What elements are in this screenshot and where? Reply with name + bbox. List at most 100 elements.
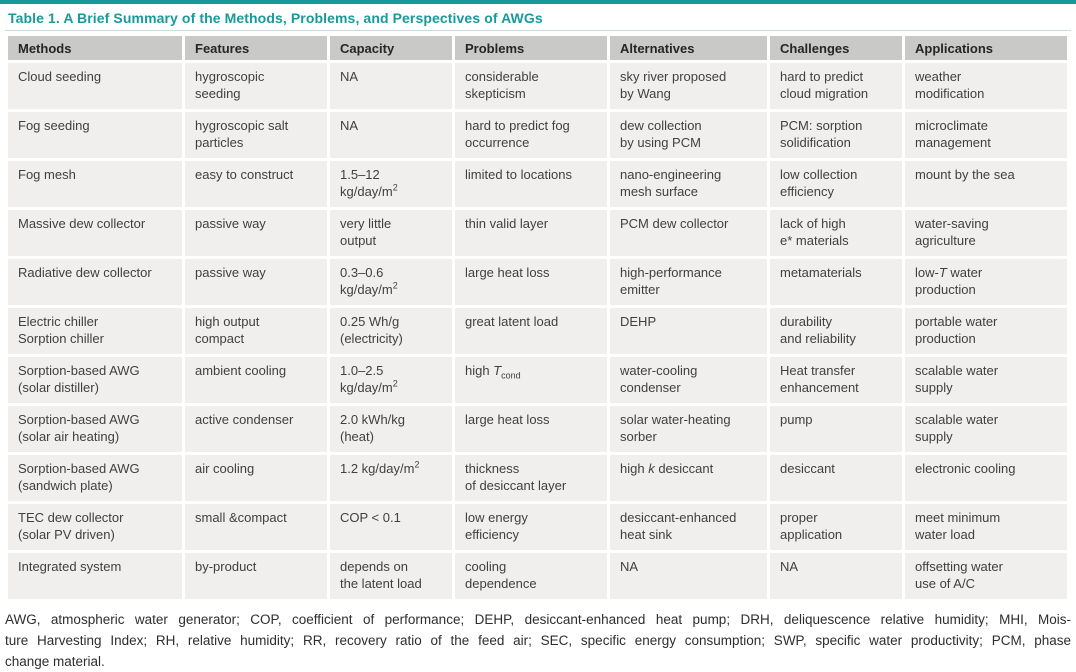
- table-cell: limited to locations: [455, 161, 607, 207]
- table-cell: 2.0 kWh/kg (heat): [330, 406, 452, 452]
- table-cell: active condenser: [185, 406, 327, 452]
- table-cell: low energy efficiency: [455, 504, 607, 550]
- footnote-line: change material.: [5, 654, 105, 669]
- column-header: Challenges: [770, 36, 902, 60]
- table-cell: Sorption-based AWG (sandwich plate): [8, 455, 182, 501]
- table-cell: scalable water supply: [905, 406, 1067, 452]
- table-row: Fog seeding hygroscopic salt particles NA ha…: [8, 112, 1067, 158]
- table-cell: high-performance emitter: [610, 259, 767, 305]
- table-cell: ambient cooling: [185, 357, 327, 403]
- table-cell: NA: [610, 553, 767, 599]
- table-cell: cooling dependence: [455, 553, 607, 599]
- footnote-line: AWG, atmospheric water generator; COP, c…: [5, 612, 1071, 627]
- table-cell: nano-engineering mesh surface: [610, 161, 767, 207]
- table-row: Sorption-based AWG (sandwich plate) air co…: [8, 455, 1067, 501]
- table-cell: Fog mesh: [8, 161, 182, 207]
- table-cell: Radiative dew collector: [8, 259, 182, 305]
- table-cell: low-T water production: [905, 259, 1067, 305]
- table-cell: Electric chiller Sorption chiller: [8, 308, 182, 354]
- table-cell: high output compact: [185, 308, 327, 354]
- table-cell: DEHP: [610, 308, 767, 354]
- table-cell: COP < 0.1: [330, 504, 452, 550]
- table-cell: passive way: [185, 210, 327, 256]
- table-cell: NA: [770, 553, 902, 599]
- table-cell: weather modification: [905, 63, 1067, 109]
- table-cell: hygroscopic seeding: [185, 63, 327, 109]
- table-cell: passive way: [185, 259, 327, 305]
- table-cell: durability and reliability: [770, 308, 902, 354]
- table-cell: Sorption-based AWG (solar distiller): [8, 357, 182, 403]
- table-footnote: AWG, atmospheric water generator; COP, c…: [5, 609, 1071, 672]
- table-cell: very little output: [330, 210, 452, 256]
- table-row: Sorption-based AWG (solar distiller) ambie…: [8, 357, 1067, 403]
- table-cell: small &compact: [185, 504, 327, 550]
- column-header: Applications: [905, 36, 1067, 60]
- table-cell: metamaterials: [770, 259, 902, 305]
- awg-summary-table: Methods Features Capacity Problems Alternati…: [5, 33, 1070, 602]
- table-cell: air cooling: [185, 455, 327, 501]
- table-row: Sorption-based AWG (solar air heating) act…: [8, 406, 1067, 452]
- footnote-line: ture Harvesting Index; RH, relative humi…: [5, 633, 1071, 648]
- table-cell: desiccant: [770, 455, 902, 501]
- table-cell: scalable water supply: [905, 357, 1067, 403]
- table-cell: PCM dew collector: [610, 210, 767, 256]
- table-cell: portable water production: [905, 308, 1067, 354]
- table-cell: dew collection by using PCM: [610, 112, 767, 158]
- column-header: Methods: [8, 36, 182, 60]
- table-cell: desiccant-enhanced heat sink: [610, 504, 767, 550]
- table-cell: lack of high e* materials: [770, 210, 902, 256]
- table-cell: hard to predict cloud migration: [770, 63, 902, 109]
- table-cell: large heat loss: [455, 259, 607, 305]
- top-accent-rule: [0, 0, 1076, 4]
- table-cell: high k desiccant: [610, 455, 767, 501]
- title-divider: [5, 30, 1071, 31]
- table-row: Cloud seeding hygroscopic seeding NA conside…: [8, 63, 1067, 109]
- table-cell: high Tcond: [455, 357, 607, 403]
- table-row: Integrated system by-product depends on the…: [8, 553, 1067, 599]
- table-row: Massive dew collector passive way very lit…: [8, 210, 1067, 256]
- table-cell: thickness of desiccant layer: [455, 455, 607, 501]
- table-row: Electric chiller Sorption chiller high out…: [8, 308, 1067, 354]
- table-row: TEC dew collector (solar PV driven) small …: [8, 504, 1067, 550]
- column-header: Alternatives: [610, 36, 767, 60]
- table-cell: mount by the sea: [905, 161, 1067, 207]
- table-cell: pump: [770, 406, 902, 452]
- table-cell: 1.5–12 kg/day/m2: [330, 161, 452, 207]
- table-cell: easy to construct: [185, 161, 327, 207]
- table-cell: solar water-heating sorber: [610, 406, 767, 452]
- table-cell: meet minimum water load: [905, 504, 1067, 550]
- table-cell: Fog seeding: [8, 112, 182, 158]
- table-cell: Integrated system: [8, 553, 182, 599]
- table-cell: by-product: [185, 553, 327, 599]
- table-cell: 0.25 Wh/g (electricity): [330, 308, 452, 354]
- table-cell: Massive dew collector: [8, 210, 182, 256]
- table-title: Table 1. A Brief Summary of the Methods,…: [8, 10, 543, 26]
- table-cell: Heat transfer enhancement: [770, 357, 902, 403]
- table-cell: NA: [330, 63, 452, 109]
- table-cell: low collection efficiency: [770, 161, 902, 207]
- table-cell: great latent load: [455, 308, 607, 354]
- table-cell: 1.2 kg/day/m2: [330, 455, 452, 501]
- table-cell: considerable skepticism: [455, 63, 607, 109]
- table-cell: PCM: sorption solidification: [770, 112, 902, 158]
- column-header: Problems: [455, 36, 607, 60]
- table-cell: 1.0–2.5 kg/day/m2: [330, 357, 452, 403]
- table-cell: microclimate management: [905, 112, 1067, 158]
- table-row: Radiative dew collector passive way 0.3–0.…: [8, 259, 1067, 305]
- table-cell: Cloud seeding: [8, 63, 182, 109]
- table-cell: TEC dew collector (solar PV driven): [8, 504, 182, 550]
- table-cell: NA: [330, 112, 452, 158]
- table-cell: hygroscopic salt particles: [185, 112, 327, 158]
- table-cell: hard to predict fog occurrence: [455, 112, 607, 158]
- table-cell: 0.3–0.6 kg/day/m2: [330, 259, 452, 305]
- table-cell: offsetting water use of A/C: [905, 553, 1067, 599]
- table-cell: sky river proposed by Wang: [610, 63, 767, 109]
- table-row: Fog mesh easy to construct 1.5–12 kg/day/m2…: [8, 161, 1067, 207]
- column-header: Capacity: [330, 36, 452, 60]
- column-header: Features: [185, 36, 327, 60]
- table-cell: depends on the latent load: [330, 553, 452, 599]
- table-header-row: Methods Features Capacity Problems Alternati…: [8, 36, 1067, 60]
- table-cell: electronic cooling: [905, 455, 1067, 501]
- table-cell: water-saving agriculture: [905, 210, 1067, 256]
